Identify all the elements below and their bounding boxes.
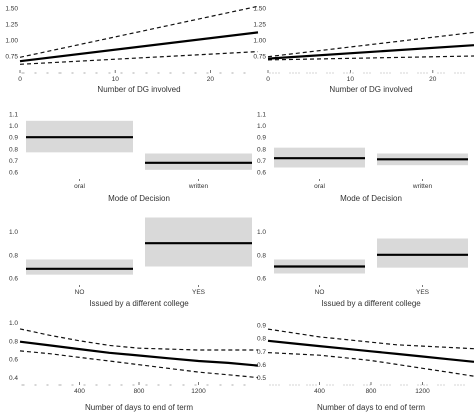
y-tick-label: 1.25 bbox=[253, 22, 266, 29]
x-tick-label: 400 bbox=[74, 388, 85, 395]
y-tick-label: 1.0 bbox=[257, 123, 266, 130]
ci-upper-line bbox=[19, 328, 258, 351]
ci-band bbox=[145, 217, 252, 267]
x-tick-label: 800 bbox=[366, 388, 377, 395]
y-tick-label: 0.6 bbox=[9, 357, 18, 364]
x-axis-label: Issued by a different college bbox=[89, 299, 189, 308]
ci-band bbox=[26, 259, 133, 275]
x-tick-label: YES bbox=[192, 289, 206, 296]
x-axis-label: Number of DG involved bbox=[329, 85, 412, 94]
y-tick-label: 1.0 bbox=[9, 123, 18, 130]
ci-lower-line bbox=[267, 55, 474, 61]
ci-band bbox=[377, 238, 468, 268]
y-tick-label: 1.25 bbox=[5, 22, 18, 29]
y-tick-label: 1.1 bbox=[9, 111, 18, 118]
x-tick-label: 10 bbox=[347, 76, 355, 83]
x-tick-label: 1200 bbox=[191, 388, 206, 395]
x-tick-label: written bbox=[188, 183, 209, 190]
y-tick-label: 0.75 bbox=[253, 54, 266, 61]
x-axis-label: Mode of Decision bbox=[108, 194, 170, 203]
y-tick-label: 0.8 bbox=[257, 336, 266, 343]
estimate-line bbox=[19, 31, 259, 63]
x-tick-label: 0 bbox=[18, 76, 22, 83]
y-tick-label: 1.50 bbox=[253, 6, 266, 13]
y-tick-label: 0.8 bbox=[257, 146, 266, 153]
y-tick-label: 0.6 bbox=[257, 362, 266, 369]
x-axis-label: Number of DG involved bbox=[97, 85, 180, 94]
y-tick-label: 1.1 bbox=[257, 111, 266, 118]
x-tick-label: 20 bbox=[207, 76, 215, 83]
ci-upper-line bbox=[267, 31, 474, 58]
estimate-line bbox=[267, 339, 474, 363]
y-tick-label: 0.7 bbox=[257, 349, 266, 356]
x-axis-label: Issued by a different college bbox=[321, 299, 421, 308]
y-tick-label: 0.6 bbox=[9, 170, 18, 177]
ci-upper-line bbox=[19, 5, 259, 58]
y-tick-label: 0.9 bbox=[257, 323, 266, 330]
y-tick-label: 0.75 bbox=[5, 54, 18, 61]
y-tick-label: 1.50 bbox=[5, 6, 18, 13]
x-tick-label: NO bbox=[315, 289, 325, 296]
y-tick-label: 1.0 bbox=[9, 229, 18, 236]
x-axis-label: Number of days to end of term bbox=[85, 403, 193, 412]
estimate-line bbox=[19, 340, 259, 367]
x-tick-label: 0 bbox=[266, 76, 270, 83]
x-tick-label: 400 bbox=[314, 388, 325, 395]
y-tick-label: 1.0 bbox=[9, 320, 18, 327]
y-tick-label: 0.6 bbox=[257, 276, 266, 283]
x-tick-label: written bbox=[412, 183, 433, 190]
ci-band bbox=[145, 153, 252, 170]
y-tick-label: 0.9 bbox=[257, 135, 266, 142]
x-tick-label: 20 bbox=[429, 76, 437, 83]
x-tick-label: 10 bbox=[112, 76, 120, 83]
estimate-line bbox=[267, 44, 474, 60]
y-tick-label: 1.00 bbox=[5, 38, 18, 45]
ci-lower-line bbox=[19, 350, 259, 379]
y-tick-label: 0.8 bbox=[9, 252, 18, 259]
ci-lower-line bbox=[19, 51, 259, 65]
y-tick-label: 0.7 bbox=[9, 158, 18, 165]
y-tick-label: 0.4 bbox=[9, 375, 18, 382]
x-tick-label: 800 bbox=[134, 388, 145, 395]
y-tick-label: 1.0 bbox=[257, 229, 266, 236]
x-tick-label: oral bbox=[314, 183, 325, 190]
y-tick-label: 1.00 bbox=[253, 38, 266, 45]
x-axis-label: Mode of Decision bbox=[340, 194, 402, 203]
y-tick-label: 0.6 bbox=[257, 170, 266, 177]
y-tick-label: 0.8 bbox=[257, 252, 266, 259]
y-tick-label: 0.8 bbox=[9, 146, 18, 153]
y-tick-label: 0.5 bbox=[257, 375, 266, 382]
ci-upper-line bbox=[267, 328, 474, 350]
x-tick-label: 1200 bbox=[415, 388, 430, 395]
x-tick-label: NO bbox=[75, 289, 85, 296]
y-tick-label: 0.8 bbox=[9, 338, 18, 345]
y-tick-label: 0.7 bbox=[257, 158, 266, 165]
y-tick-label: 0.9 bbox=[9, 135, 18, 142]
x-axis-label: Number of days to end of term bbox=[317, 403, 425, 412]
y-tick-label: 0.6 bbox=[9, 276, 18, 283]
x-tick-label: oral bbox=[74, 183, 85, 190]
ci-lower-line bbox=[267, 352, 474, 377]
x-tick-label: YES bbox=[416, 289, 430, 296]
